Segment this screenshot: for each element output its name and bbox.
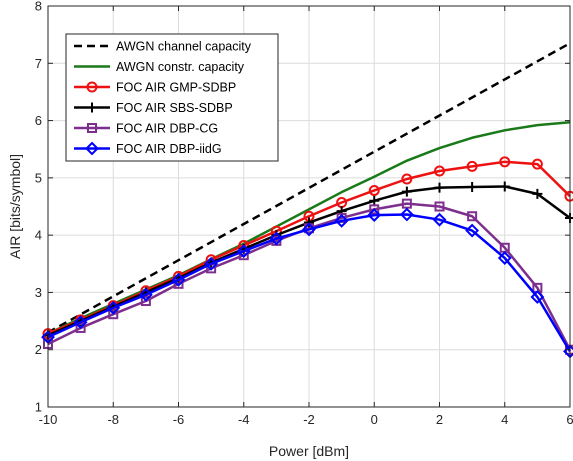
data-point xyxy=(401,186,412,197)
x-tick-label: 4 xyxy=(501,412,508,427)
data-point xyxy=(434,201,445,212)
legend-label: FOC AIR GMP-SDBP xyxy=(116,81,236,95)
legend-item: FOC AIR DBP-iidG xyxy=(74,141,222,156)
data-point xyxy=(467,211,478,222)
data-point xyxy=(531,158,543,170)
legend-marker xyxy=(85,141,99,156)
y-tick-label: 3 xyxy=(35,285,42,300)
data-point xyxy=(236,244,251,259)
data-point xyxy=(204,256,219,271)
legend-item: FOC AIR GMP-SDBP xyxy=(74,81,236,95)
data-point xyxy=(108,309,119,320)
x-tick-label: -10 xyxy=(39,412,58,427)
x-axis-label: Power [dBm] xyxy=(269,443,349,459)
data-point xyxy=(140,296,151,307)
data-point xyxy=(434,165,445,177)
x-tick-label: 6 xyxy=(566,412,573,427)
axis-ticks: -10 -8 -6 -4 -2 0 2 4 6 1 2 3 4 5 6 7 8 xyxy=(35,0,573,427)
x-tick-label: -8 xyxy=(107,412,119,427)
data-point xyxy=(171,272,186,287)
data-point xyxy=(75,322,86,333)
data-point xyxy=(302,222,316,237)
legend-label: FOC AIR DBP-CG xyxy=(116,122,218,136)
legend-label: FOC AIR SBS-SDBP xyxy=(116,101,233,115)
data-point xyxy=(466,160,478,172)
data-point xyxy=(399,207,414,222)
x-tick-label: -4 xyxy=(238,412,250,427)
series-0 xyxy=(47,42,571,334)
data-point xyxy=(530,290,545,304)
y-axis-label: AIR [bits/symbol] xyxy=(7,154,23,259)
data-point xyxy=(368,184,380,196)
legend-box xyxy=(65,33,279,162)
x-tick-label: -6 xyxy=(173,412,185,427)
legend-marker xyxy=(87,123,97,133)
data-point xyxy=(432,212,447,227)
data-point xyxy=(269,231,284,246)
data-point xyxy=(499,156,511,168)
legend-item: AWGN constr. capacity xyxy=(74,60,245,74)
legend-label: FOC AIR DBP-iidG xyxy=(116,142,222,156)
legend-item: FOC AIR DBP-CG xyxy=(74,122,218,136)
data-point xyxy=(73,315,88,330)
legend-marker xyxy=(87,102,97,113)
y-tick-label: 1 xyxy=(35,400,42,415)
legend-label: AWGN channel capacity xyxy=(116,40,252,54)
series-line xyxy=(47,213,572,353)
series-line xyxy=(47,42,571,334)
data-point xyxy=(532,188,543,199)
data-point xyxy=(369,195,380,206)
y-tick-label: 2 xyxy=(35,342,42,357)
y-tick-label: 5 xyxy=(35,170,42,185)
series-line xyxy=(47,160,571,335)
data-point xyxy=(465,223,480,238)
x-tick-label: 0 xyxy=(371,412,378,427)
legend-marker xyxy=(86,81,98,93)
data-point xyxy=(334,213,349,228)
x-tick-label: 2 xyxy=(436,412,443,427)
data-point xyxy=(106,300,121,315)
y-tick-label: 7 xyxy=(35,56,42,71)
data-point xyxy=(138,287,153,302)
y-tick-label: 8 xyxy=(35,0,42,14)
data-point xyxy=(369,204,380,215)
legend-label: AWGN constr. capacity xyxy=(116,60,245,74)
legend-item: FOC AIR SBS-SDBP xyxy=(74,101,233,115)
data-point xyxy=(367,208,382,223)
y-tick-label: 6 xyxy=(35,113,42,128)
y-tick-label: 4 xyxy=(35,228,42,243)
legend-item: AWGN channel capacity xyxy=(74,40,252,54)
data-point xyxy=(401,173,413,185)
legend: AWGN channel capacity AWGN constr. capaci… xyxy=(65,33,279,162)
data-point xyxy=(467,182,478,193)
data-point xyxy=(497,251,512,265)
x-tick-label: -2 xyxy=(303,412,315,427)
data-point xyxy=(499,181,510,192)
data-point xyxy=(434,182,445,193)
